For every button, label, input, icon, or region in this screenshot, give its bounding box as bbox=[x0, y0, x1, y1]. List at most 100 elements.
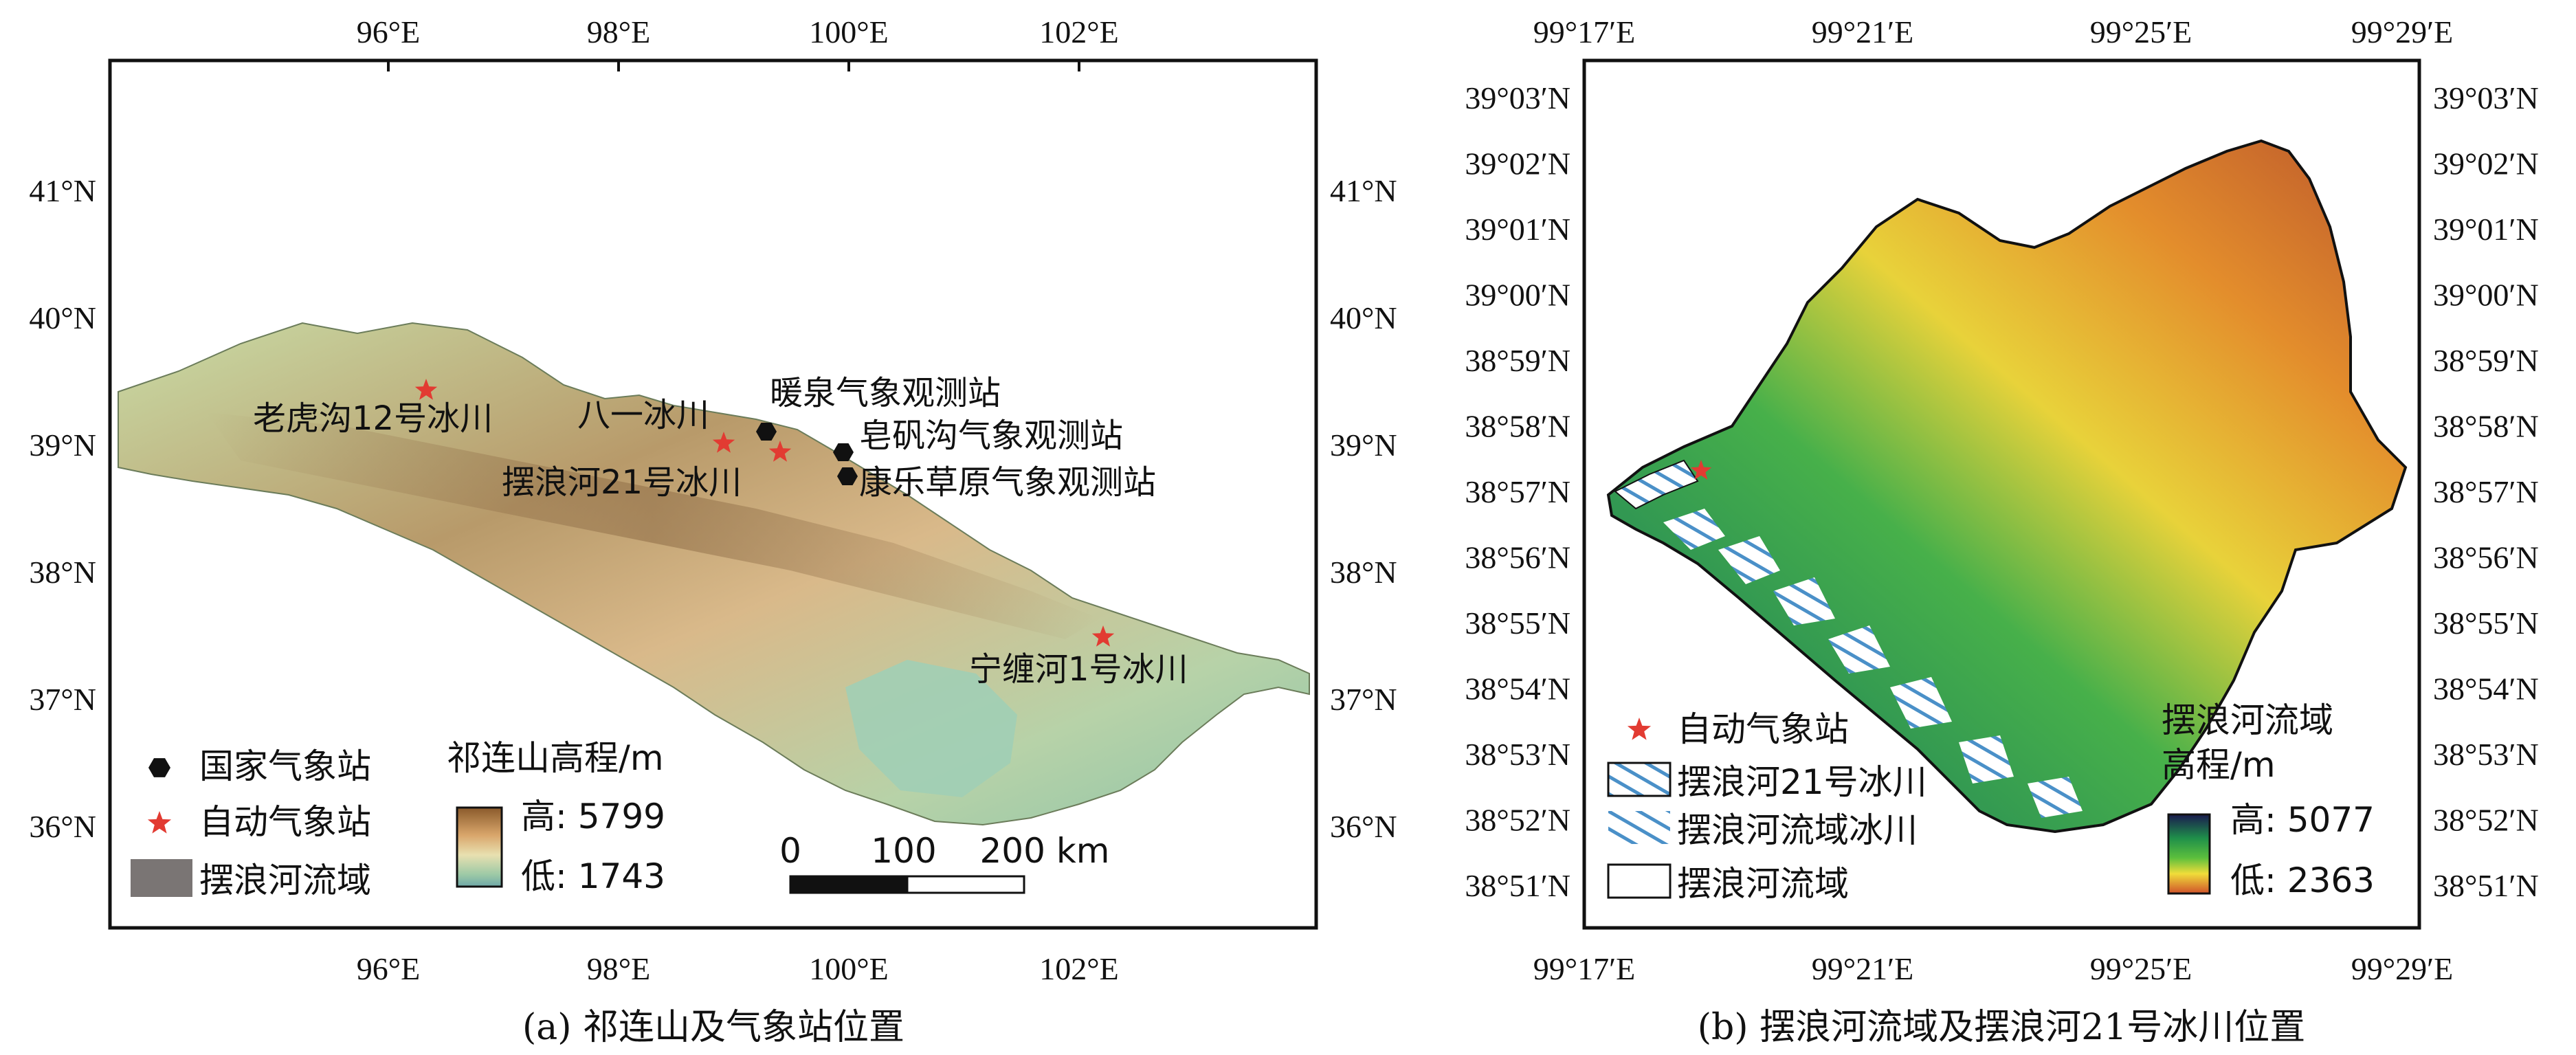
left-elev-title: 祁连山高程/m bbox=[447, 738, 664, 778]
right-lat-tick: 38°57′N bbox=[2433, 474, 2539, 509]
scale-label-100: 100 bbox=[871, 831, 936, 871]
left-caption: (a) 祁连山及气象站位置 bbox=[522, 1007, 904, 1048]
scale-label-0: 0 bbox=[779, 831, 801, 871]
left-top-tick: 102°E bbox=[1039, 14, 1119, 49]
right-lat-tick: 38°58′N bbox=[2433, 409, 2539, 444]
left-lat-tick: 40°N bbox=[1330, 300, 1397, 335]
right-elev-low: 低: 2363 bbox=[2230, 860, 2375, 900]
label-kangle: 康乐草原气象观测站 bbox=[859, 463, 1156, 502]
legend-auto-marker bbox=[147, 811, 172, 834]
glacier-patch bbox=[1663, 509, 1725, 550]
left-lat-ticks-left: 41°N 40°N 39°N 38°N 37°N 36°N bbox=[29, 173, 96, 844]
label-zaofangou: 皂矾沟气象观测站 bbox=[859, 417, 1123, 455]
bailanghe-basin-dem bbox=[1606, 139, 2408, 834]
national-station-marker-kangle bbox=[837, 467, 858, 485]
right-lat-tick: 39°00′N bbox=[2433, 278, 2539, 313]
right-lat-tick: 39°02′N bbox=[1465, 146, 1570, 181]
right-legend-basin-glaciers-swatch bbox=[1608, 811, 1670, 844]
station-labels: 老虎沟12号冰川 八一冰川 暖泉气象观测站 皂矾沟气象观测站 康乐草原气象观测站… bbox=[253, 374, 1188, 689]
right-top-tick: 99°21′E bbox=[1812, 14, 1914, 49]
label-bayi: 八一冰川 bbox=[577, 396, 709, 434]
auto-station-marker-bailanghe21 bbox=[768, 441, 792, 462]
left-lat-tick: 40°N bbox=[29, 300, 96, 335]
right-lat-tick: 38°54′N bbox=[2433, 671, 2539, 707]
right-top-ticks: 99°17′E 99°21′E 99°25′E 99°29′E bbox=[1533, 14, 2454, 49]
left-top-tick: 96°E bbox=[357, 14, 421, 49]
left-bottom-tick: 100°E bbox=[809, 951, 889, 986]
left-bottom-tick: 98°E bbox=[587, 951, 651, 986]
right-lat-tick: 38°59′N bbox=[2433, 343, 2539, 378]
right-elev-colorbar bbox=[2167, 813, 2211, 895]
left-lat-tick: 41°N bbox=[29, 173, 96, 208]
right-bottom-ticks: 99°17′E 99°21′E 99°25′E 99°29′E bbox=[1533, 951, 2454, 986]
right-legend: 自动气象站 摆浪河21号冰川 摆浪河流域冰川 摆浪河流域 bbox=[1607, 709, 1927, 904]
scale-bar: 0 100 200 km bbox=[779, 831, 1110, 894]
right-lat-tick: 38°52′N bbox=[2433, 803, 2539, 838]
right-bottom-tick: 99°21′E bbox=[1812, 951, 1914, 986]
glacier-21-patch bbox=[1614, 459, 1699, 510]
right-lat-tick: 38°54′N bbox=[1465, 671, 1570, 707]
label-bailanghe21: 摆浪河21号冰川 bbox=[502, 463, 742, 502]
right-lat-tick: 38°58′N bbox=[1465, 409, 1570, 444]
left-lat-tick: 37°N bbox=[29, 682, 96, 717]
legend-national-marker bbox=[148, 758, 170, 777]
glacier-patch bbox=[1828, 625, 1890, 674]
glacier-patch bbox=[1773, 577, 1835, 625]
right-lat-tick: 38°56′N bbox=[1465, 540, 1570, 575]
glacier-patch bbox=[1718, 536, 1780, 584]
right-lat-tick: 39°03′N bbox=[2433, 80, 2539, 115]
right-elev-title-2: 高程/m bbox=[2162, 745, 2276, 785]
right-lat-tick: 38°55′N bbox=[1465, 606, 1570, 641]
right-top-tick: 99°29′E bbox=[2351, 14, 2454, 49]
glacier-patch bbox=[1959, 735, 2014, 784]
left-elev-low: 低: 1743 bbox=[521, 856, 665, 896]
right-lat-ticks-left: 39°03′N 39°02′N 39°01′N 39°00′N 38°59′N 38°58… bbox=[1465, 80, 1570, 903]
left-bottom-tick: 102°E bbox=[1039, 951, 1119, 986]
left-bottom-ticks: 96°E 98°E 100°E 102°E bbox=[357, 951, 1119, 986]
right-elev-high: 高: 5077 bbox=[2230, 800, 2375, 840]
right-lat-tick: 39°03′N bbox=[1465, 80, 1570, 115]
right-caption: (b) 摆浪河流域及摆浪河21号冰川位置 bbox=[1698, 1007, 2306, 1048]
right-bottom-tick: 99°17′E bbox=[1533, 951, 1636, 986]
label-ningchanhe: 宁缠河1号冰川 bbox=[969, 650, 1188, 689]
legend-basin-label: 摆浪河流域 bbox=[199, 860, 371, 900]
left-lat-tick: 38°N bbox=[1330, 555, 1397, 590]
right-lat-ticks-right: 39°03′N 39°02′N 39°01′N 39°00′N 38°59′N 38°58… bbox=[2433, 80, 2539, 903]
label-laohugou: 老虎沟12号冰川 bbox=[253, 399, 493, 438]
right-map: 99°17′E 99°21′E 99°25′E 99°29′E 99°17′E … bbox=[1465, 14, 2538, 1048]
station-markers bbox=[414, 379, 1115, 647]
left-lat-tick: 39°N bbox=[29, 427, 96, 463]
qaidam-basin-area bbox=[845, 660, 1017, 797]
left-legend: 国家气象站 自动气象站 摆浪河流域 bbox=[131, 746, 371, 900]
right-lat-tick: 39°01′N bbox=[2433, 212, 2539, 247]
right-lat-tick: 38°52′N bbox=[1465, 803, 1570, 838]
right-bottom-tick: 99°29′E bbox=[2351, 951, 2454, 986]
auto-station-marker-ningchanhe bbox=[1091, 625, 1115, 647]
national-station-marker-nuanquan bbox=[756, 423, 777, 441]
right-legend-auto-marker bbox=[1627, 718, 1652, 740]
right-lat-tick: 38°56′N bbox=[2433, 540, 2539, 575]
left-elev-colorbar bbox=[456, 806, 503, 888]
right-elev-title-1: 摆浪河流域 bbox=[2162, 700, 2333, 740]
right-top-tick: 99°17′E bbox=[1533, 14, 1636, 49]
left-top-tick: 100°E bbox=[809, 14, 889, 49]
right-lat-tick: 38°51′N bbox=[2433, 868, 2539, 903]
left-lat-tick: 37°N bbox=[1330, 682, 1397, 717]
right-lat-tick: 38°51′N bbox=[1465, 868, 1570, 903]
right-elevation-legend: 摆浪河流域 高程/m 高: 5077 低: 2363 bbox=[2162, 700, 2375, 900]
auto-station-marker-laohugou bbox=[414, 379, 438, 400]
glacier-patch bbox=[1890, 677, 1952, 729]
auto-station-marker-bayi bbox=[712, 432, 735, 453]
glacier-patch bbox=[2028, 777, 2083, 818]
right-lat-tick: 38°59′N bbox=[1465, 343, 1570, 378]
right-legend-glacier21-swatch bbox=[1607, 762, 1672, 797]
left-elevation-legend: 祁连山高程/m 高: 5799 低: 1743 bbox=[447, 738, 665, 896]
basin-glaciers bbox=[1614, 459, 2083, 818]
right-lat-tick: 38°57′N bbox=[1465, 474, 1570, 509]
left-lat-tick: 39°N bbox=[1330, 427, 1397, 463]
right-legend-glacier21-label: 摆浪河21号冰川 bbox=[1677, 762, 1927, 802]
scale-label-200: 200 km bbox=[980, 831, 1110, 871]
national-station-marker-zaofangou bbox=[833, 443, 854, 461]
qilian-ridge-band bbox=[206, 412, 1100, 639]
